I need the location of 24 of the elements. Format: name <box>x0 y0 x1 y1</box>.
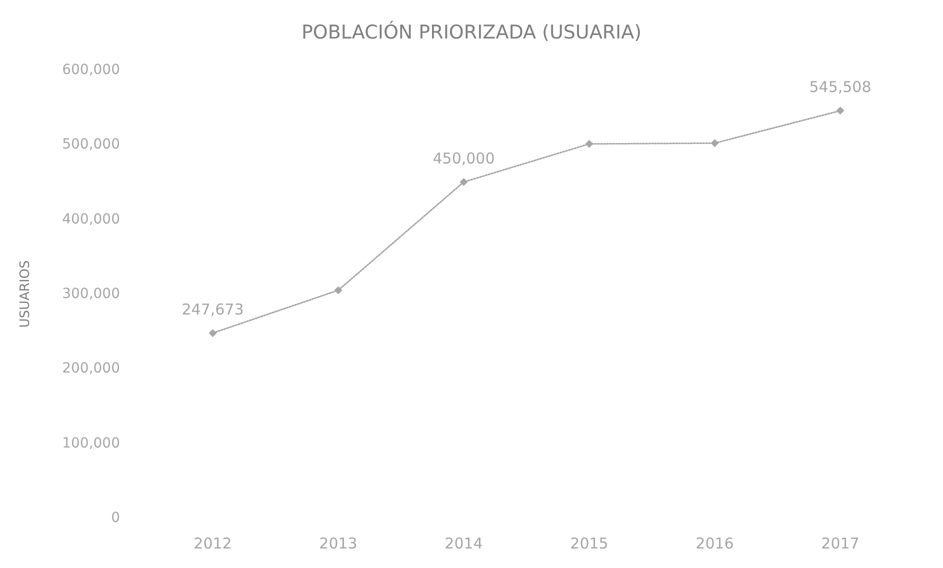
y-tick-label: 500,000 <box>62 136 120 153</box>
point <box>334 286 342 294</box>
y-tick-label: 400,000 <box>62 211 120 228</box>
point <box>585 140 594 148</box>
y-tick-label: 300,000 <box>62 286 120 302</box>
point <box>836 106 844 115</box>
y-tick-label: 0 <box>111 510 120 526</box>
x-tick-label: 2016 <box>696 534 734 552</box>
chart-title: POBLACIÓN PRIORIZADA (USUARIA) <box>301 20 642 44</box>
y-tick-label: 100,000 <box>62 435 120 452</box>
y-tick-label: 600,000 <box>62 62 120 78</box>
x-tick-label: 2013 <box>319 534 358 552</box>
x-tick-label: 2012 <box>194 534 232 552</box>
point <box>460 178 468 186</box>
data-label: 545,508 <box>809 78 872 96</box>
data-label: 450,000 <box>432 150 495 168</box>
x-tick-label: 2017 <box>821 534 860 552</box>
point <box>710 139 719 148</box>
point <box>208 329 217 338</box>
x-tick-label: 2015 <box>570 534 608 552</box>
y-axis-title: USUARIOS <box>18 260 33 328</box>
x-tick-label: 2014 <box>444 534 483 552</box>
data-label: 247,673 <box>182 300 244 319</box>
y-tick-label: 200,000 <box>62 360 120 377</box>
